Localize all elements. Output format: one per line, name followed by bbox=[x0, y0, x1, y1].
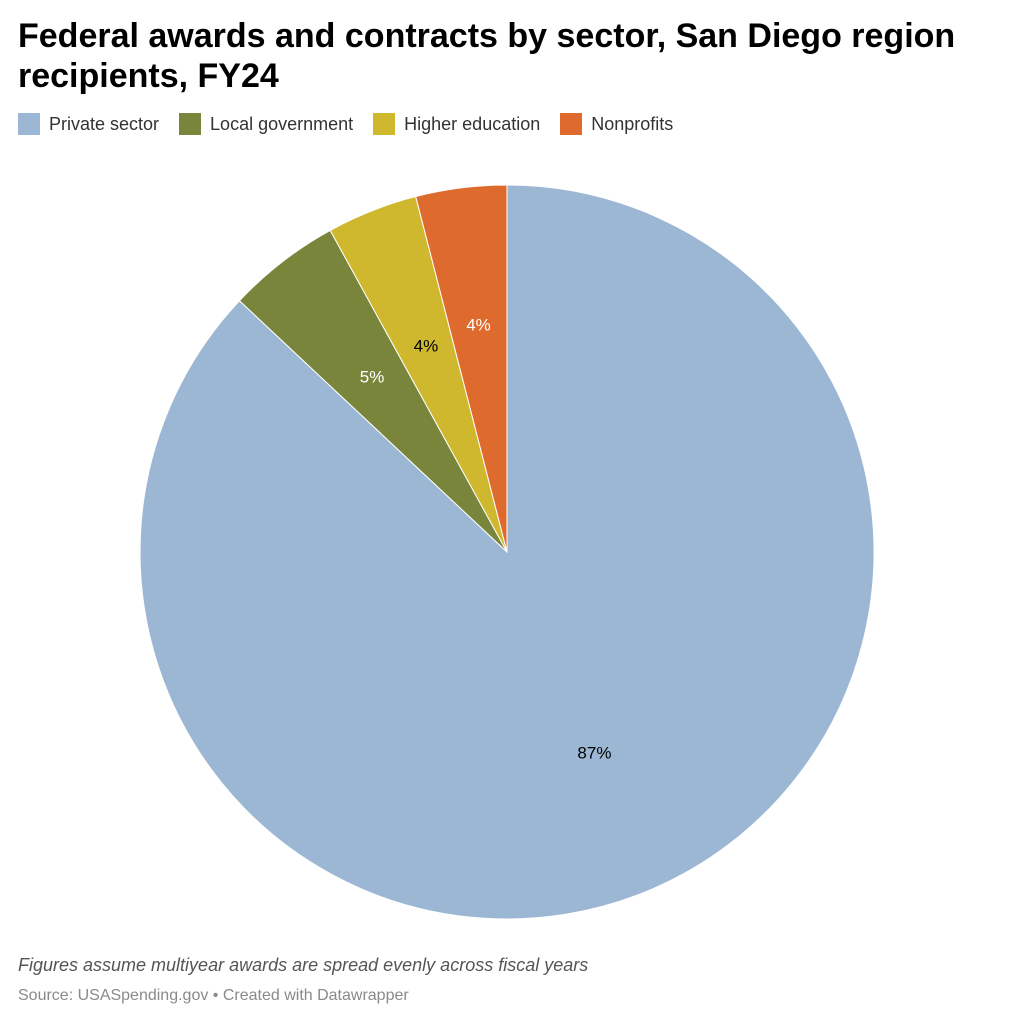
chart-source: Source: USASpending.gov • Created with D… bbox=[18, 987, 409, 1004]
legend-swatch-higher-education bbox=[373, 113, 396, 135]
slice-label-higher-education: 4% bbox=[414, 337, 439, 356]
legend: Private sector Local government Higher e… bbox=[18, 113, 693, 135]
slice-label-private-sector: 87% bbox=[577, 744, 611, 763]
chart-title: Federal awards and contracts by sector, … bbox=[18, 17, 956, 95]
legend-item-local-government: Local government bbox=[179, 113, 353, 135]
legend-swatch-local-government bbox=[179, 113, 202, 135]
legend-item-higher-education: Higher education bbox=[373, 113, 540, 135]
legend-swatch-private-sector bbox=[18, 113, 40, 135]
pie-slice-nonprofits bbox=[415, 184, 508, 553]
pie-chart-area: 87% 5% 4% 4% bbox=[0, 160, 1014, 940]
legend-label-local-government: Local government bbox=[210, 113, 354, 134]
slice-label-nonprofits: 4% bbox=[466, 316, 491, 335]
legend-swatch-nonprofits bbox=[560, 113, 583, 135]
slice-label-local-government: 5% bbox=[360, 367, 385, 386]
legend-label-private-sector: Private sector bbox=[49, 113, 160, 134]
legend-label-higher-education: Higher education bbox=[404, 113, 541, 134]
legend-item-nonprofits: Nonprofits bbox=[560, 113, 673, 135]
legend-item-private-sector: Private sector bbox=[18, 113, 159, 135]
chart-note: Figures assume multiyear awards are spre… bbox=[18, 955, 589, 975]
pie-chart: 87% 5% 4% 4% bbox=[139, 184, 875, 920]
legend-label-nonprofits: Nonprofits bbox=[591, 113, 674, 134]
